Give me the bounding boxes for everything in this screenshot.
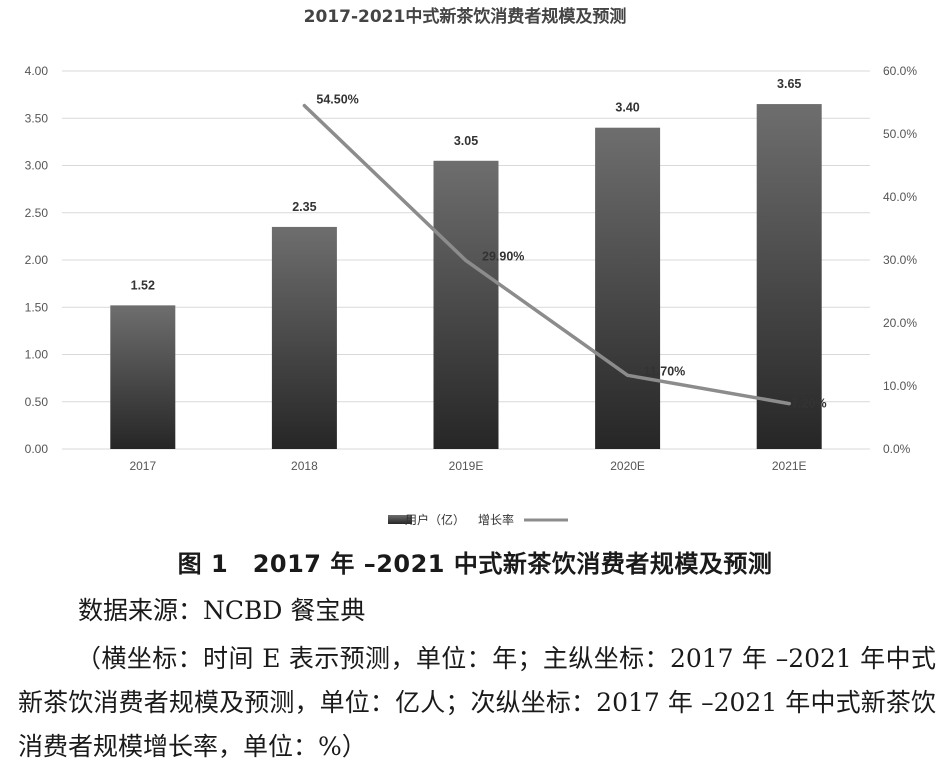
bar-data-label: 3.05 <box>454 134 478 148</box>
bar-data-label: 1.52 <box>131 278 155 292</box>
combo-chart: 2017-2021中式新茶饮消费者规模及预测 0.00 0.50 1.00 1.50 2… <box>25 6 918 527</box>
bar <box>433 160 499 449</box>
data-source: 数据来源：NCBD 餐宝典 <box>78 596 366 625</box>
bar-data-label: 3.65 <box>777 77 801 91</box>
bar-data-label: 3.40 <box>615 101 639 115</box>
left-axis-tick-label: 0.00 <box>25 442 49 456</box>
line-data-label: 11.70% <box>644 364 686 378</box>
left-axis-tick-label: 2.00 <box>25 253 49 267</box>
left-axis-tick-label: 4.00 <box>25 64 49 78</box>
bar-data-label: 2.35 <box>292 200 316 214</box>
growth-rate-line <box>302 103 791 406</box>
bar-series: 1.52 2.35 3.05 3.40 3.65 <box>110 77 822 449</box>
right-axis-tick-label: 30.0% <box>883 253 917 267</box>
right-axis-tick-label: 50.0% <box>883 127 917 141</box>
right-axis-tick-label: 20.0% <box>883 316 917 330</box>
right-axis: 0.0% 10.0% 20.0% 30.0% 40.0% 50.0% 60.0% <box>883 64 917 456</box>
chart-title: 2017-2021中式新茶饮消费者规模及预测 <box>304 6 627 27</box>
legend-line-label: 增长率 <box>478 512 514 527</box>
right-axis-tick-label: 60.0% <box>883 64 917 78</box>
x-axis-tick-label: 2020E <box>610 459 645 473</box>
right-axis-tick-label: 40.0% <box>883 190 917 204</box>
line-data-label: 7.20% <box>791 397 826 411</box>
x-axis: 2017 2018 2019E 2020E 2021E <box>129 459 806 473</box>
bar <box>595 127 661 449</box>
line-series: 54.50% 29.90% 11.70% 7.20% <box>302 93 827 411</box>
line-data-label: 54.50% <box>316 93 358 107</box>
axis-note: （横坐标：时间 E 表示预测，单位：年；主纵坐标：2017 年 –2021 年中… <box>18 644 936 761</box>
bar <box>756 104 822 449</box>
left-axis-tick-label: 2.50 <box>25 206 49 220</box>
line-data-label: 29.90% <box>482 250 524 264</box>
left-axis-tick-label: 1.50 <box>25 300 49 314</box>
x-axis-tick-label: 2019E <box>449 459 484 473</box>
left-axis-tick-label: 3.00 <box>25 159 49 173</box>
legend-bar-label: 用户（亿） <box>405 512 465 527</box>
right-axis-tick-label: 0.0% <box>883 442 911 456</box>
figure-caption: 图 1 2017 年 –2021 中式新茶饮消费者规模及预测 <box>177 550 773 578</box>
x-axis-tick-label: 2018 <box>291 459 318 473</box>
x-axis-tick-label: 2021E <box>772 459 807 473</box>
legend: 用户（亿） 增长率 <box>388 512 568 527</box>
legend-bar-swatch <box>388 515 412 524</box>
left-axis-tick-label: 1.00 <box>25 348 49 362</box>
left-axis-tick-label: 0.50 <box>25 395 49 409</box>
x-axis-tick-label: 2017 <box>129 459 156 473</box>
left-axis-tick-label: 3.50 <box>25 111 49 125</box>
bar <box>271 226 337 449</box>
bar <box>110 305 176 449</box>
left-axis: 0.00 0.50 1.00 1.50 2.00 2.50 3.00 3.50 4.00 <box>25 64 49 456</box>
right-axis-tick-label: 10.0% <box>883 379 917 393</box>
